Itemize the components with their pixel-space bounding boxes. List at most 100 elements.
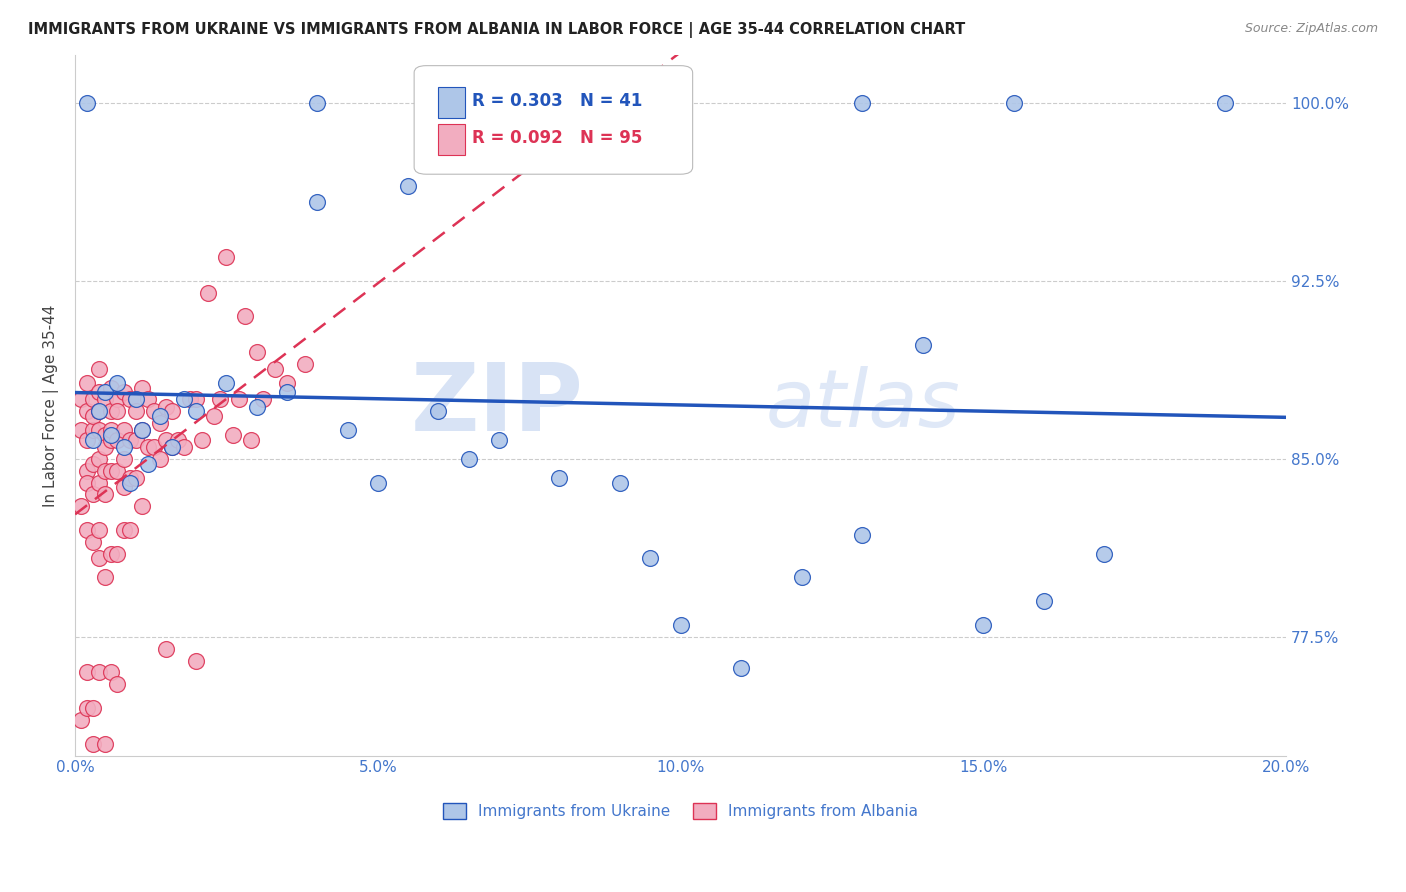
Point (76, 433, 98, 447)
Point (118, 392, 141, 407)
Point (112, 423, 135, 437)
Point (149, 451, 172, 466)
Point (76, 376, 98, 390)
Point (155, 400, 177, 414)
Point (149, 409, 172, 423)
Point (911, 338, 934, 352)
Point (76, 404, 98, 418)
Point (89, 404, 111, 418)
Point (118, 471, 141, 485)
Point (82, 487, 104, 501)
Point (851, 95, 873, 110)
Point (112, 523, 135, 537)
Point (131, 380, 153, 394)
Point (233, 310, 256, 324)
Point (89, 475, 111, 490)
Point (548, 471, 571, 485)
Point (94, 392, 117, 407)
Point (160, 440, 183, 454)
Point (142, 440, 165, 454)
Point (790, 570, 813, 584)
Point (100, 423, 122, 437)
Point (173, 392, 195, 407)
Point (100, 665, 122, 680)
Point (167, 433, 190, 447)
Point (94, 464, 117, 478)
Point (851, 528, 873, 542)
Point (179, 392, 201, 407)
Point (191, 433, 214, 447)
Point (202, 409, 225, 423)
Point (76, 665, 98, 680)
Point (112, 451, 135, 466)
Point (730, 661, 752, 675)
Point (239, 433, 262, 447)
Point (107, 392, 129, 407)
Point (457, 451, 479, 466)
Point (82, 737, 104, 751)
Y-axis label: In Labor Force | Age 35-44: In Labor Force | Age 35-44 (44, 304, 59, 507)
Point (264, 361, 287, 376)
Point (1032, 594, 1054, 608)
Text: R = 0.303   N = 41: R = 0.303 N = 41 (472, 92, 643, 110)
Point (118, 433, 141, 447)
Point (76, 701, 98, 715)
Point (136, 392, 159, 407)
Point (1092, 547, 1115, 561)
Point (89, 551, 111, 566)
Point (197, 285, 219, 300)
Point (396, 178, 419, 193)
Point (294, 357, 316, 371)
Point (246, 345, 269, 359)
Point (112, 480, 135, 494)
Point (160, 440, 183, 454)
Point (94, 737, 117, 751)
Point (112, 385, 135, 400)
Point (82, 701, 104, 715)
Point (131, 423, 153, 437)
Point (215, 250, 238, 264)
Legend: Immigrants from Ukraine, Immigrants from Albania: Immigrants from Ukraine, Immigrants from… (437, 797, 924, 825)
Point (1002, 95, 1025, 110)
Point (100, 404, 122, 418)
Point (76, 523, 98, 537)
Point (276, 385, 298, 400)
Point (276, 376, 298, 390)
Point (70, 392, 93, 407)
Point (107, 433, 129, 447)
Point (307, 195, 329, 210)
Point (124, 404, 146, 418)
Point (118, 475, 141, 490)
Point (82, 423, 104, 437)
Point (89, 523, 111, 537)
Point (367, 475, 389, 490)
Point (107, 404, 129, 418)
Point (107, 464, 129, 478)
FancyBboxPatch shape (415, 66, 693, 174)
Text: atlas: atlas (765, 367, 960, 444)
Point (215, 376, 238, 390)
Point (252, 392, 274, 407)
Point (70, 500, 93, 514)
Point (94, 570, 117, 584)
Point (82, 409, 104, 423)
Point (89, 361, 111, 376)
Point (186, 404, 208, 418)
Point (136, 457, 159, 471)
Point (107, 677, 129, 691)
Text: ZIP: ZIP (411, 359, 583, 451)
Point (94, 487, 117, 501)
Point (94, 385, 117, 400)
Point (638, 551, 661, 566)
Point (89, 404, 111, 418)
Point (118, 523, 141, 537)
Point (155, 433, 177, 447)
Point (107, 547, 129, 561)
Point (124, 433, 146, 447)
Point (972, 618, 994, 632)
Point (173, 440, 195, 454)
Point (307, 95, 329, 110)
Point (488, 433, 510, 447)
Point (131, 423, 153, 437)
Point (94, 440, 117, 454)
